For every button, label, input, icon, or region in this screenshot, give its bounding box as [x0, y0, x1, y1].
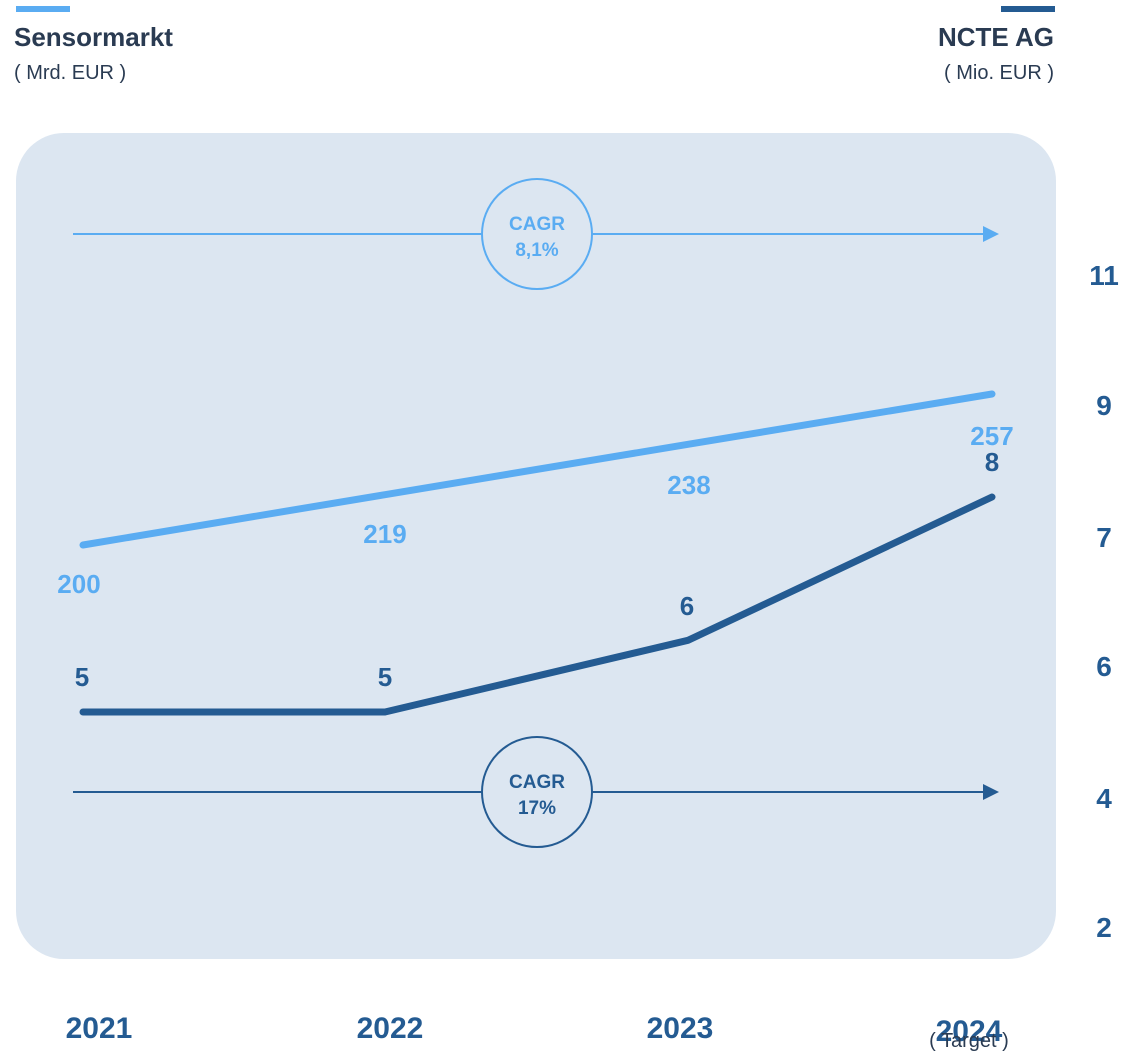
- cagr-label-ncte: CAGR: [509, 772, 565, 793]
- x-tick-2021: 2021: [65, 1012, 133, 1045]
- cagr-label-sensormarkt: CAGR: [509, 214, 565, 235]
- series-line-sensormarkt: [79, 390, 996, 549]
- data-label-sensormarkt-2024: 257: [970, 421, 1013, 451]
- right-axis-tick-4: 4: [1096, 783, 1112, 814]
- cagr-arrowhead-sensormarkt: [983, 226, 999, 242]
- right-axis-tick-9: 9: [1096, 390, 1112, 421]
- series-line-ncte: [79, 493, 996, 716]
- legend-swatch-market: [16, 6, 70, 12]
- cagr-value-sensormarkt: 8,1%: [515, 240, 558, 261]
- legend-swatch-company: [1001, 6, 1055, 12]
- right-axis-tick-6: 6: [1096, 651, 1112, 682]
- data-label-ncte-2022: 5: [378, 662, 392, 692]
- x-tick-2022: 2022: [356, 1012, 424, 1045]
- cagr-circle-sensormarkt: [481, 178, 593, 290]
- right-axis-tick-2: 2: [1096, 912, 1112, 943]
- data-label-sensormarkt-2022: 219: [363, 519, 406, 549]
- legend-unit-market: ( Mrd. EUR ): [14, 62, 127, 84]
- x-tick-2024: 2024: [935, 1015, 1003, 1048]
- data-label-ncte-2024: 8: [985, 447, 999, 477]
- data-label-ncte-2021: 5: [75, 662, 89, 692]
- legend-title-company: NCTE AG: [937, 22, 1054, 52]
- data-label-sensormarkt-2023: 238: [667, 470, 710, 500]
- right-axis-tick-11: 11: [1089, 260, 1119, 291]
- data-label-sensormarkt-2021: 200: [57, 569, 100, 599]
- x-tick-2023: 2023: [646, 1012, 714, 1045]
- cagr-value-ncte: 17%: [518, 798, 556, 819]
- right-axis-tick-7: 7: [1096, 522, 1112, 553]
- legend-title-market: Sensormarkt: [14, 22, 173, 52]
- cagr-circle-ncte: [481, 736, 593, 848]
- data-label-ncte-2023: 6: [680, 591, 694, 621]
- x-tick-2024-sublabel: ( Target ): [929, 1030, 1009, 1052]
- legend-unit-company: ( Mio. EUR ): [944, 62, 1054, 84]
- cagr-arrowhead-ncte: [983, 784, 999, 800]
